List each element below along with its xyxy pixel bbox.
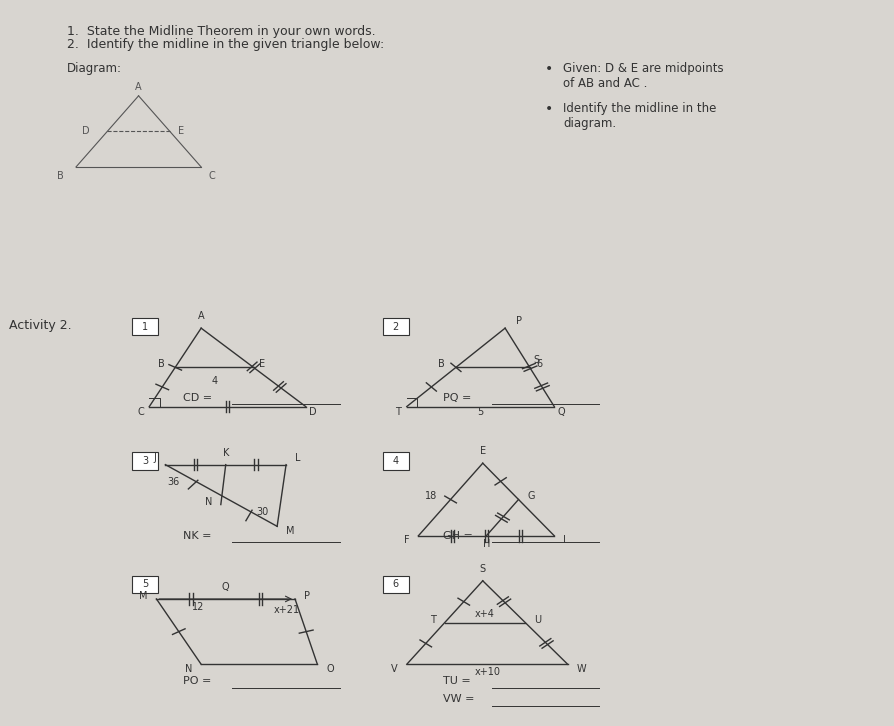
Text: 1.  State the Midline Theorem in your own words.: 1. State the Midline Theorem in your own… xyxy=(67,25,375,38)
Text: D: D xyxy=(82,126,89,136)
Text: CD =: CD = xyxy=(183,393,213,403)
Text: J: J xyxy=(154,453,156,463)
Text: H: H xyxy=(483,539,490,549)
FancyBboxPatch shape xyxy=(383,318,409,335)
FancyBboxPatch shape xyxy=(132,452,158,470)
Text: W: W xyxy=(577,664,586,674)
Text: N: N xyxy=(205,497,212,507)
Text: 2: 2 xyxy=(392,322,399,332)
Text: S: S xyxy=(480,564,485,574)
Text: E: E xyxy=(178,126,183,136)
Text: M: M xyxy=(286,526,295,536)
Text: GH =: GH = xyxy=(443,531,472,541)
FancyBboxPatch shape xyxy=(383,576,409,593)
Text: C: C xyxy=(137,407,144,417)
Text: •: • xyxy=(545,102,553,115)
Text: T: T xyxy=(395,407,401,417)
Text: A: A xyxy=(198,311,205,322)
Text: 2.  Identify the midline in the given triangle below:: 2. Identify the midline in the given tri… xyxy=(67,38,384,51)
Text: Activity 2.: Activity 2. xyxy=(9,319,72,333)
FancyBboxPatch shape xyxy=(383,452,409,470)
Text: 18: 18 xyxy=(425,492,437,502)
Text: x+21: x+21 xyxy=(274,605,299,616)
Text: D: D xyxy=(309,407,316,417)
Text: Q: Q xyxy=(222,582,230,592)
Text: E: E xyxy=(259,359,266,370)
Text: L: L xyxy=(295,453,300,463)
Text: N: N xyxy=(185,664,192,674)
Text: I: I xyxy=(563,535,566,545)
Text: B: B xyxy=(438,359,445,370)
Text: 30: 30 xyxy=(256,507,268,518)
Text: V: V xyxy=(392,664,398,674)
Text: P: P xyxy=(516,316,522,326)
Text: PQ =: PQ = xyxy=(443,393,471,403)
Text: 4: 4 xyxy=(212,376,217,386)
Text: C: C xyxy=(208,171,215,181)
Text: A: A xyxy=(135,82,142,92)
Text: U: U xyxy=(535,614,541,624)
Text: Q: Q xyxy=(558,407,565,417)
Text: PO =: PO = xyxy=(183,676,212,686)
Text: 6: 6 xyxy=(392,579,399,590)
Text: Identify the midline in the
diagram.: Identify the midline in the diagram. xyxy=(563,102,717,130)
Text: NK =: NK = xyxy=(183,531,212,541)
Text: 6: 6 xyxy=(536,359,542,370)
Text: x+10: x+10 xyxy=(474,667,501,677)
Text: P: P xyxy=(304,591,310,601)
Text: E: E xyxy=(480,446,485,457)
Text: O: O xyxy=(326,664,334,674)
Text: 4: 4 xyxy=(392,456,399,466)
Text: •: • xyxy=(545,62,553,76)
Text: Diagram:: Diagram: xyxy=(67,62,122,75)
FancyBboxPatch shape xyxy=(132,576,158,593)
Text: B: B xyxy=(157,359,164,370)
Text: S: S xyxy=(533,355,539,365)
Text: T: T xyxy=(430,614,436,624)
Text: G: G xyxy=(527,492,535,502)
Text: K: K xyxy=(223,448,229,458)
Text: F: F xyxy=(404,535,409,545)
Text: x+4: x+4 xyxy=(475,608,495,619)
Text: TU =: TU = xyxy=(443,676,470,686)
Text: M: M xyxy=(139,591,148,601)
Text: 5: 5 xyxy=(142,579,148,590)
Text: 5: 5 xyxy=(477,407,484,417)
FancyBboxPatch shape xyxy=(132,318,158,335)
Text: 12: 12 xyxy=(192,602,205,612)
Text: 36: 36 xyxy=(167,476,180,486)
Text: 3: 3 xyxy=(142,456,148,466)
Text: Given: D & E are midpoints
of AB and AC .: Given: D & E are midpoints of AB and AC … xyxy=(563,62,724,90)
Text: VW =: VW = xyxy=(443,694,474,704)
Text: B: B xyxy=(56,171,63,181)
Text: 1: 1 xyxy=(142,322,148,332)
